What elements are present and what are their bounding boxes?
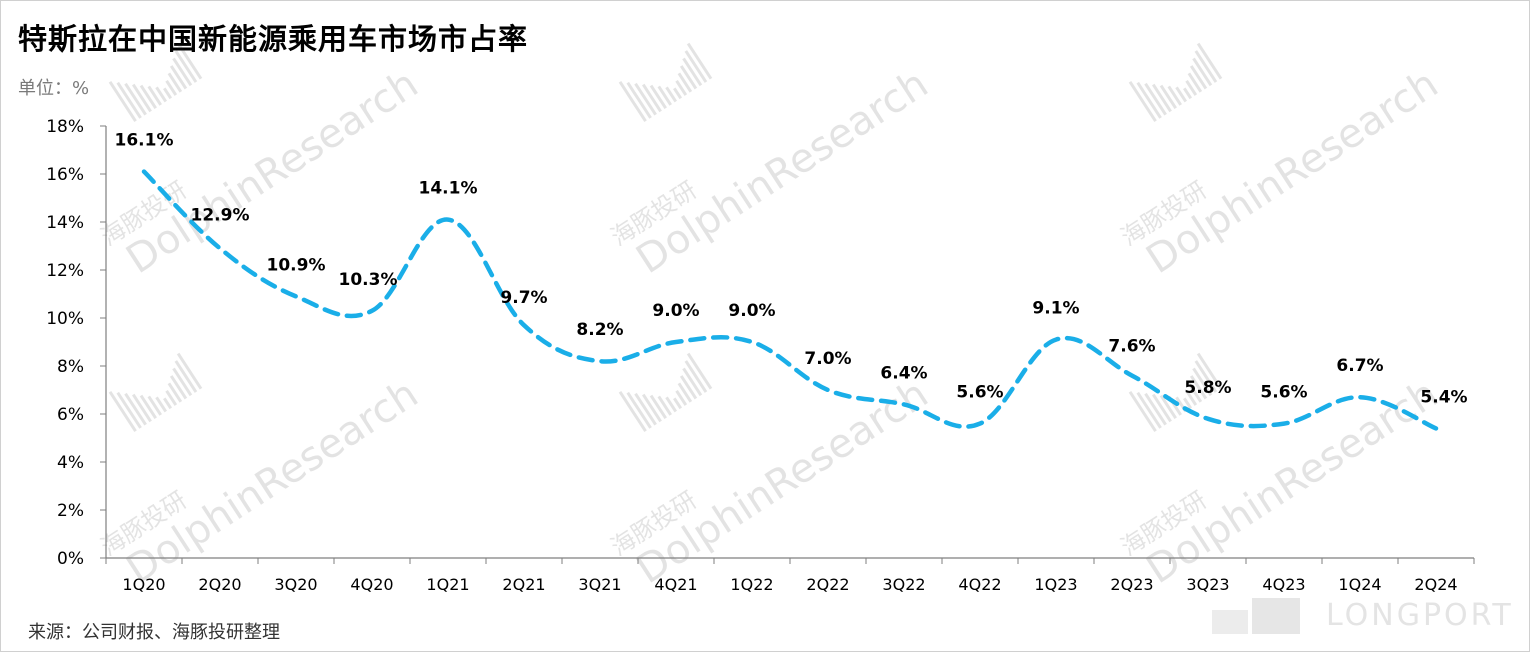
x-tick-label: 2Q24 xyxy=(1414,575,1457,594)
data-label: 8.2% xyxy=(576,320,623,340)
x-tick-label: 4Q23 xyxy=(1262,575,1305,594)
data-label: 7.6% xyxy=(1108,337,1155,357)
x-tick-label: 4Q20 xyxy=(350,575,393,594)
brand-logo-icon xyxy=(1212,598,1300,634)
data-label: 5.4% xyxy=(1420,387,1467,407)
y-tick-label: 8% xyxy=(57,357,84,377)
x-tick-label: 3Q23 xyxy=(1186,575,1229,594)
unit-label: 单位：% xyxy=(18,78,90,99)
data-label: 12.9% xyxy=(191,205,250,225)
x-tick-label: 1Q20 xyxy=(122,575,165,594)
y-tick-label: 10% xyxy=(46,309,84,329)
watermark-en: DolphinResearch xyxy=(628,371,936,593)
y-tick-label: 2% xyxy=(57,501,84,521)
data-label: 9.7% xyxy=(500,288,547,308)
watermark-en: DolphinResearch xyxy=(1138,371,1446,593)
chart-title: 特斯拉在中国新能源乘用车市场市占率 xyxy=(18,22,529,56)
watermark-en: DolphinResearch xyxy=(118,371,426,593)
x-tick-label: 4Q22 xyxy=(958,575,1001,594)
y-tick-label: 0% xyxy=(57,549,84,569)
y-tick-label: 4% xyxy=(57,453,84,473)
data-label: 9.0% xyxy=(652,301,699,321)
x-tick-label: 2Q21 xyxy=(502,575,545,594)
data-label: 6.7% xyxy=(1336,356,1383,376)
x-tick-label: 4Q21 xyxy=(654,575,697,594)
x-tick-label: 2Q23 xyxy=(1110,575,1153,594)
data-label: 5.6% xyxy=(1260,383,1307,403)
brand-text: LONGPORT xyxy=(1326,598,1514,633)
x-tick-label: 1Q24 xyxy=(1338,575,1381,594)
data-label: 5.8% xyxy=(1184,378,1231,398)
data-label: 9.1% xyxy=(1032,299,1079,319)
x-tick-label: 2Q22 xyxy=(806,575,849,594)
data-labels: 16.1% 12.9% 10.9% 10.3% 14.1% 9.7% 8.2% 9.0% 9.0… xyxy=(115,131,1468,408)
y-tick-label: 16% xyxy=(46,165,84,185)
y-tick-label: 18% xyxy=(46,117,84,137)
brand-watermark: LONGPORT xyxy=(1212,592,1512,638)
axes: 0% 2% 4% 6% 8% 10% 12% 14% 16% 18% 1Q20 2Q20 3Q20 4Q2… xyxy=(46,117,1475,594)
x-tick-label: 3Q20 xyxy=(274,575,317,594)
data-label: 5.6% xyxy=(956,383,1003,403)
x-tick-label: 1Q23 xyxy=(1034,575,1077,594)
series-line xyxy=(141,169,1439,431)
data-label: 7.0% xyxy=(804,349,851,369)
data-label: 10.9% xyxy=(267,255,326,275)
x-tick-label: 3Q21 xyxy=(578,575,621,594)
watermark-en: DolphinResearch xyxy=(1138,61,1446,283)
x-tick-label: 1Q21 xyxy=(426,575,469,594)
data-label: 16.1% xyxy=(115,131,174,151)
y-tick-label: 12% xyxy=(46,261,84,281)
x-tick-label: 3Q22 xyxy=(882,575,925,594)
y-tick-label: 14% xyxy=(46,213,84,233)
data-label: 6.4% xyxy=(880,363,927,383)
source-note: 来源：公司财报、海豚投研整理 xyxy=(28,622,280,643)
watermark-en: DolphinResearch xyxy=(628,61,936,283)
x-tick-label: 2Q20 xyxy=(198,575,241,594)
data-label: 10.3% xyxy=(339,270,398,290)
x-tick-label: 1Q22 xyxy=(730,575,773,594)
data-label: 14.1% xyxy=(419,179,478,199)
watermark-en: DolphinResearch xyxy=(118,61,426,283)
data-label: 9.0% xyxy=(728,301,775,321)
y-tick-label: 6% xyxy=(57,405,84,425)
